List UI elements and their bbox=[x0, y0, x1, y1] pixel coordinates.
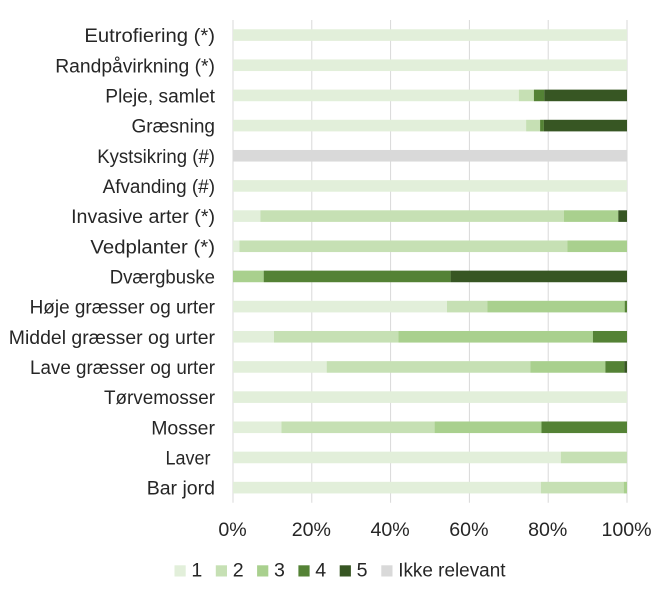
svg-text:Lave græsser og urter: Lave græsser og urter bbox=[30, 357, 215, 379]
svg-text:Høje græsser og urter: Høje græsser og urter bbox=[30, 297, 216, 319]
svg-text:60%: 60% bbox=[449, 519, 488, 541]
svg-text:Tørvemosser: Tørvemosser bbox=[104, 387, 215, 409]
svg-text:4: 4 bbox=[315, 560, 326, 582]
svg-text:Afvanding (#): Afvanding (#) bbox=[103, 176, 215, 198]
svg-text:Laver: Laver bbox=[166, 447, 211, 469]
svg-text:Pleje, samlet: Pleje, samlet bbox=[105, 85, 215, 107]
svg-text:0%: 0% bbox=[218, 519, 246, 541]
svg-text:Mosser: Mosser bbox=[151, 417, 215, 439]
svg-text:100%: 100% bbox=[601, 519, 651, 541]
svg-text:Middel græsser og urter: Middel græsser og urter bbox=[9, 327, 216, 349]
svg-text:Invasive arter (*): Invasive arter (*) bbox=[71, 206, 215, 228]
svg-text:3: 3 bbox=[274, 560, 285, 582]
svg-text:Dværgbuske: Dværgbuske bbox=[110, 266, 215, 288]
svg-text:Randpåvirkning (*): Randpåvirkning (*) bbox=[55, 55, 215, 77]
svg-text:5: 5 bbox=[357, 560, 368, 582]
svg-text:Ikke relevant: Ikke relevant bbox=[398, 560, 506, 582]
svg-text:80%: 80% bbox=[528, 519, 567, 541]
svg-text:20%: 20% bbox=[292, 519, 331, 541]
svg-text:Bar jord: Bar jord bbox=[147, 478, 215, 500]
svg-text:Vedplanter (*): Vedplanter (*) bbox=[90, 236, 215, 258]
svg-text:2: 2 bbox=[233, 560, 244, 582]
svg-text:1: 1 bbox=[191, 560, 202, 582]
svg-text:Eutrofiering (*): Eutrofiering (*) bbox=[84, 25, 215, 47]
svg-text:Kystsikring (#): Kystsikring (#) bbox=[97, 146, 215, 168]
svg-text:40%: 40% bbox=[370, 519, 409, 541]
svg-text:Græsning: Græsning bbox=[132, 116, 216, 138]
